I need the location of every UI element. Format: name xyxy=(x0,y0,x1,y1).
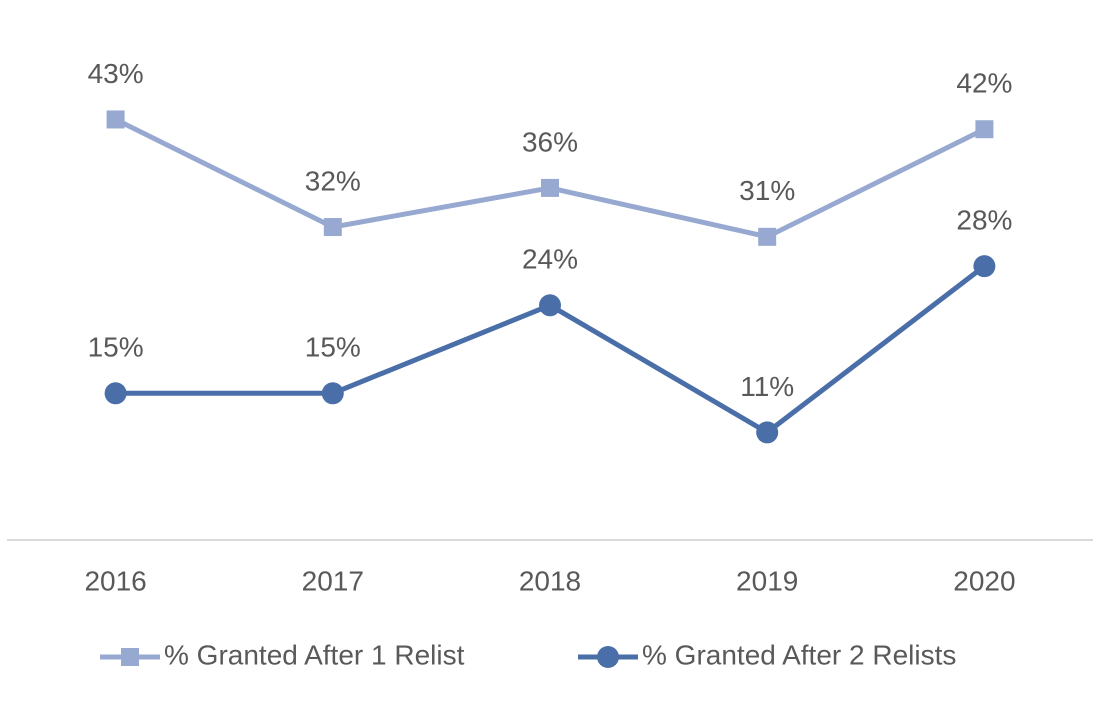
data-label: 32% xyxy=(305,165,361,196)
data-point xyxy=(975,120,994,139)
data-label: 42% xyxy=(956,68,1012,99)
data-point xyxy=(541,178,559,197)
series-line xyxy=(115,264,986,435)
data-point xyxy=(756,421,779,444)
data-point xyxy=(323,218,342,237)
data-point xyxy=(106,110,125,129)
legend-label: % Granted After 1 Relist xyxy=(164,639,465,670)
x-tick-label: 2019 xyxy=(736,565,798,596)
data-label: 36% xyxy=(522,126,578,157)
data-label: 11% xyxy=(740,371,794,402)
legend-marker xyxy=(121,648,139,666)
x-tick-label: 2018 xyxy=(519,565,581,596)
data-label: 24% xyxy=(522,244,578,275)
data-label: 43% xyxy=(88,58,144,89)
data-label: 31% xyxy=(739,175,795,206)
data-point xyxy=(758,227,777,246)
data-label: 15% xyxy=(305,332,361,363)
data-point xyxy=(539,294,561,317)
data-point xyxy=(104,382,127,405)
data-label: 28% xyxy=(956,205,1012,236)
data-point xyxy=(321,382,344,405)
data-point xyxy=(973,255,996,278)
x-tick-label: 2017 xyxy=(302,565,364,596)
legend-label: % Granted After 2 Relists xyxy=(642,639,956,670)
x-tick-label: 2020 xyxy=(953,565,1015,596)
data-label: 15% xyxy=(88,332,144,363)
x-tick-label: 2016 xyxy=(84,565,146,596)
legend-marker xyxy=(597,646,619,668)
